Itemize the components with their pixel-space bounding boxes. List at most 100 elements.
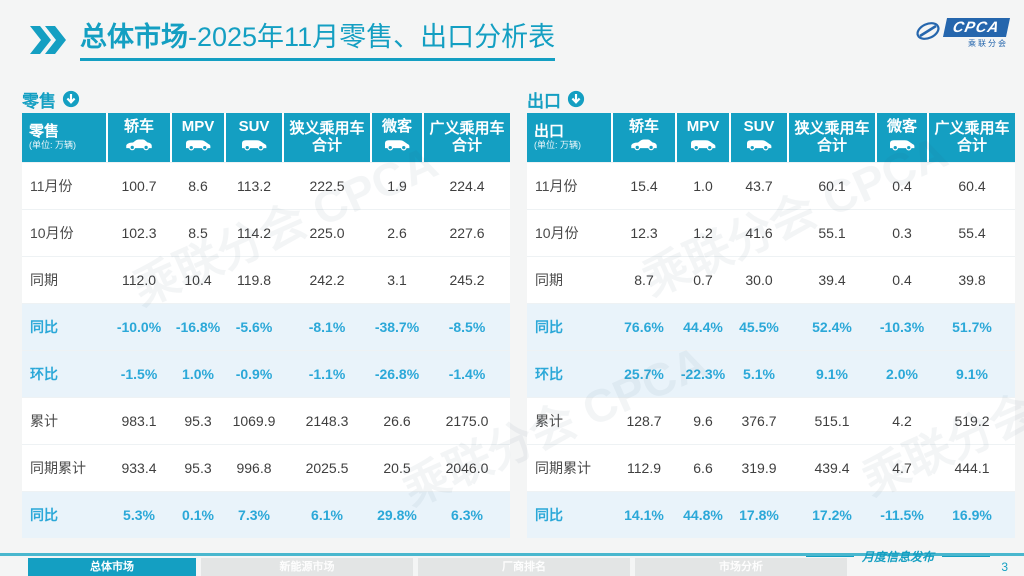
export-table-body: 11月份 15.4 1.0 43.7 60.1 0.4 60.4 10月份 12.3 1.2 41.… [527,162,1015,538]
data-cell: 0.4 [892,178,912,194]
column-header-label: 合计 [956,136,987,154]
data-cell: 3.1 [387,272,407,288]
row-label: 同比 [30,507,58,523]
data-cell: 222.5 [309,178,345,194]
column-header-label: 微客 [886,118,917,136]
column-header-微客: 微客 [877,113,927,162]
bottom-tab-厂商排名[interactable]: 厂商排名 [418,558,630,576]
data-cell: 2.0% [886,366,918,382]
data-cell: 10.4 [184,272,212,288]
mpv-car-icon [688,137,718,156]
column-header-狭义乘用车合计: 狭义乘用车 合计 [284,113,370,162]
column-header-label: SUV [238,118,270,136]
data-cell: -5.6% [235,319,273,335]
column-header-微客: 微客 [372,113,422,162]
data-cell: -8.5% [448,319,486,335]
data-cell: 128.7 [626,413,662,429]
data-cell: 9.1% [816,366,848,382]
column-header-MPV: MPV [172,113,224,162]
data-cell: 5.3% [123,507,155,523]
page-title-main: 总体市场 [80,22,188,52]
unit-label: (单位: 万辆) [29,140,76,151]
cpca-logo-text-block: CPCA 乘联分会 [943,18,1011,49]
row-label: 同比 [30,319,58,335]
data-cell: 8.5 [188,225,208,241]
page-title: 总体市场-2025年11月零售、出口分析表 [80,22,556,62]
publication-rule-left [805,556,854,557]
table-row-环比: 环比 25.7% -22.3% 5.1% 9.1% 2.0% 9.1% [527,350,1015,397]
microvan-car-icon [887,137,917,156]
microvan-car-icon [382,137,412,156]
data-cell: 113.2 [237,178,271,194]
export-section-header: 出口 [527,88,1015,111]
data-cell: 100.7 [121,178,157,194]
column-header-SUV: SUV [226,113,282,162]
data-cell: 983.1 [121,413,157,429]
data-cell: 0.1% [182,507,214,523]
table-corner-cell: 出口 (单位: 万辆) [527,113,611,162]
data-cell: -11.5% [880,507,924,523]
data-cell: 224.4 [449,178,485,194]
row-label: 同期 [535,272,563,288]
bottom-tab-市场分析[interactable]: 市场分析 [635,558,847,576]
data-cell: 29.8% [377,507,417,523]
column-header-label: 狭义乘用车 [794,120,870,137]
data-cell: 8.7 [634,272,654,288]
data-cell: 25.7% [624,366,664,382]
table-row-同期: 同期 112.0 10.4 119.8 242.2 3.1 245.2 [22,256,510,303]
data-cell: 8.6 [188,178,208,194]
data-cell: 95.3 [184,460,212,476]
row-label: 同比 [535,507,563,523]
export-section: 出口 出口 (单位: 万辆) 轿车 MPV SUV 狭义乘用车 合计 微客 广义乘用车 合计 … [527,88,1015,538]
row-label: 11月份 [30,178,73,194]
data-cell: 376.7 [741,413,777,429]
sedan-car-icon [629,137,659,156]
data-cell: 1.0% [182,366,214,382]
publication-rule-right [942,556,990,557]
data-cell: -38.7% [374,319,420,335]
data-cell: 7.3% [238,507,270,523]
sedan-car-icon [124,137,154,156]
bottom-tab-bar: 总体市场 新能源市场 厂商排名 市场分析 [28,558,847,576]
row-label: 同期累计 [535,460,591,476]
table-row-11月份: 11月份 100.7 8.6 113.2 222.5 1.9 224.4 [22,162,510,209]
data-cell: -22.3% [680,366,726,382]
data-cell: 26.6 [383,413,411,429]
data-cell: 439.4 [814,460,850,476]
row-label: 累计 [535,413,563,429]
data-cell: 2148.3 [305,413,349,429]
suv-car-icon [239,137,269,156]
data-cell: 44.8% [683,507,723,523]
data-cell: 2.6 [387,225,407,241]
column-header-轿车: 轿车 [613,113,675,162]
data-cell: 55.4 [958,225,986,241]
column-header-广义乘用车合计: 广义乘用车 合计 [424,113,510,162]
data-cell: 114.2 [237,225,271,241]
data-cell: 1.0 [693,178,713,194]
cpca-logo: CPCA 乘联分会 [915,18,1011,49]
export-section-label: 出口 [527,91,561,111]
data-cell: 45.5% [739,319,779,335]
retail-section-header: 零售 [22,88,510,111]
data-cell: 1.9 [387,178,407,194]
suv-car-icon [744,137,774,156]
data-cell: 15.4 [630,178,658,194]
data-cell: 60.1 [818,178,846,194]
data-cell: 2175.0 [445,413,489,429]
row-label: 10月份 [30,225,74,241]
bottom-tab-新能源市场[interactable]: 新能源市场 [201,558,413,576]
table-row-同比: 同比 -10.0% -16.8% -5.6% -8.1% -38.7% -8.5% [22,303,510,350]
data-cell: 51.7% [952,319,992,335]
row-label: 同期 [30,272,58,288]
row-label: 同期累计 [30,460,86,476]
data-cell: 996.8 [236,460,272,476]
bottom-tab-总体市场[interactable]: 总体市场 [28,558,196,576]
table-corner-cell: 零售 (单位: 万辆) [22,113,106,162]
data-cell: 4.7 [892,460,912,476]
circle-down-arrow-icon [62,90,80,108]
data-cell: 12.3 [630,225,658,241]
column-header-label: 微客 [381,118,412,136]
data-cell: 17.8% [739,507,779,523]
table-row-累计: 累计 128.7 9.6 376.7 515.1 4.2 519.2 [527,397,1015,444]
data-cell: 43.7 [745,178,773,194]
